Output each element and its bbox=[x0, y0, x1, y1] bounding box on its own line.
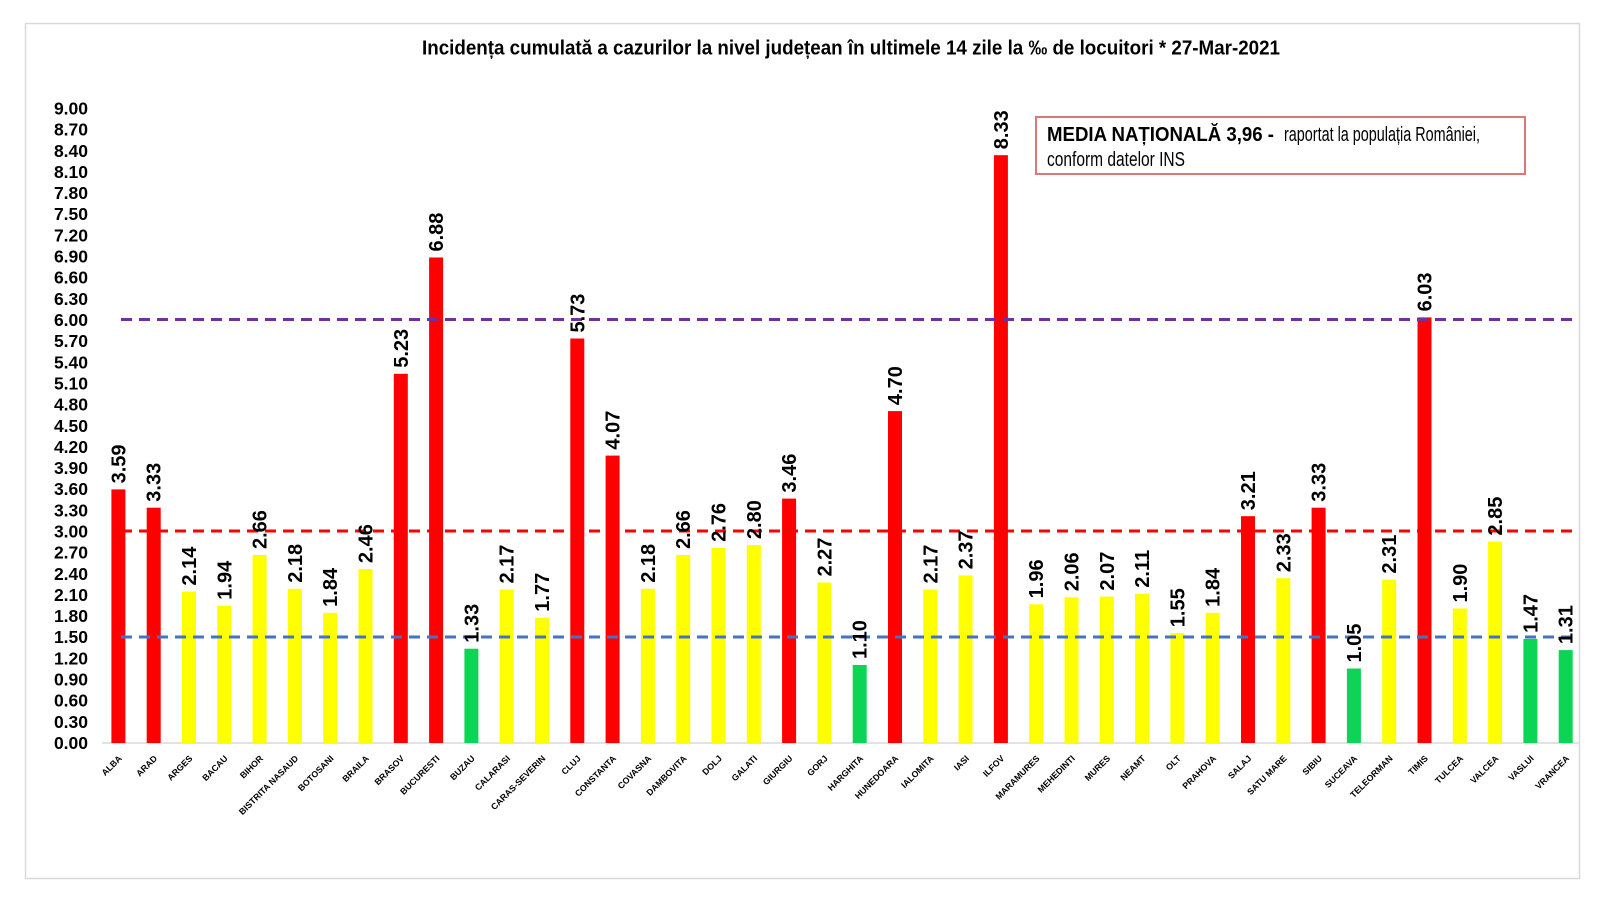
svg-text:2.31: 2.31 bbox=[1379, 535, 1401, 574]
svg-text:5.10: 5.10 bbox=[54, 374, 88, 394]
svg-text:2.18: 2.18 bbox=[285, 544, 307, 583]
svg-text:2.40: 2.40 bbox=[54, 564, 88, 584]
svg-text:7.20: 7.20 bbox=[54, 225, 88, 245]
svg-text:4.07: 4.07 bbox=[603, 411, 625, 450]
svg-text:1.90: 1.90 bbox=[1450, 564, 1472, 603]
svg-text:1.10: 1.10 bbox=[850, 620, 872, 659]
svg-text:2.17: 2.17 bbox=[497, 545, 519, 584]
svg-text:3.60: 3.60 bbox=[54, 479, 88, 499]
svg-text:1.50: 1.50 bbox=[54, 627, 88, 647]
svg-text:1.84: 1.84 bbox=[1203, 567, 1225, 607]
svg-text:7.80: 7.80 bbox=[54, 183, 88, 203]
svg-text:2.66: 2.66 bbox=[250, 510, 272, 549]
svg-text:3.46: 3.46 bbox=[779, 454, 801, 493]
svg-text:1.31: 1.31 bbox=[1556, 605, 1578, 644]
svg-text:0.30: 0.30 bbox=[54, 712, 88, 732]
svg-text:1.96: 1.96 bbox=[1026, 559, 1048, 598]
svg-text:2.10: 2.10 bbox=[54, 585, 88, 605]
svg-text:6.90: 6.90 bbox=[54, 247, 88, 267]
svg-text:1.55: 1.55 bbox=[1167, 588, 1189, 627]
svg-text:4.70: 4.70 bbox=[885, 366, 907, 405]
svg-text:3.33: 3.33 bbox=[144, 463, 166, 502]
svg-text:8.10: 8.10 bbox=[54, 162, 88, 182]
svg-text:2.76: 2.76 bbox=[709, 503, 731, 542]
svg-text:3.59: 3.59 bbox=[108, 444, 130, 483]
svg-text:9.00: 9.00 bbox=[54, 99, 88, 119]
svg-text:0.90: 0.90 bbox=[54, 670, 88, 690]
svg-text:1.47: 1.47 bbox=[1520, 594, 1542, 633]
svg-text:2.27: 2.27 bbox=[814, 538, 836, 577]
svg-text:6.88: 6.88 bbox=[426, 213, 448, 252]
svg-text:1.33: 1.33 bbox=[461, 604, 483, 643]
svg-text:2.70: 2.70 bbox=[54, 543, 88, 563]
svg-text:4.80: 4.80 bbox=[54, 395, 88, 415]
svg-text:conform datelor INS: conform datelor INS bbox=[1047, 149, 1185, 171]
svg-text:2.14: 2.14 bbox=[179, 546, 201, 586]
svg-text:1.05: 1.05 bbox=[1344, 624, 1366, 663]
svg-text:3.00: 3.00 bbox=[54, 522, 88, 542]
svg-text:8.70: 8.70 bbox=[54, 120, 88, 140]
svg-text:1.20: 1.20 bbox=[54, 648, 88, 668]
svg-text:6.00: 6.00 bbox=[54, 310, 88, 330]
svg-text:0.60: 0.60 bbox=[54, 691, 88, 711]
svg-text:6.60: 6.60 bbox=[54, 268, 88, 288]
svg-text:2.17: 2.17 bbox=[920, 545, 942, 584]
svg-text:2.66: 2.66 bbox=[673, 510, 695, 549]
svg-text:5.23: 5.23 bbox=[391, 329, 413, 368]
svg-text:5.40: 5.40 bbox=[54, 352, 88, 372]
svg-text:2.07: 2.07 bbox=[1097, 552, 1119, 591]
svg-text:6.30: 6.30 bbox=[54, 289, 88, 309]
svg-text:2.33: 2.33 bbox=[1273, 533, 1295, 572]
svg-text:2.80: 2.80 bbox=[744, 500, 766, 539]
svg-text:3.33: 3.33 bbox=[1309, 463, 1331, 502]
svg-text:2.46: 2.46 bbox=[356, 524, 378, 563]
svg-text:2.06: 2.06 bbox=[1062, 552, 1084, 591]
svg-text:5.70: 5.70 bbox=[54, 331, 88, 351]
svg-text:3.21: 3.21 bbox=[1238, 471, 1260, 510]
svg-text:4.50: 4.50 bbox=[54, 416, 88, 436]
svg-text:6.03: 6.03 bbox=[1415, 272, 1437, 311]
svg-text:1.80: 1.80 bbox=[54, 606, 88, 626]
svg-text:8.40: 8.40 bbox=[54, 141, 88, 161]
svg-text:1.84: 1.84 bbox=[320, 567, 342, 607]
svg-text:2.11: 2.11 bbox=[1132, 550, 1154, 588]
svg-text:7.50: 7.50 bbox=[54, 204, 88, 224]
svg-text:4.20: 4.20 bbox=[54, 437, 88, 457]
svg-text:MEDIA NAȚIONALĂ 3,96 -: MEDIA NAȚIONALĂ 3,96 - bbox=[1047, 123, 1274, 146]
svg-text:2.37: 2.37 bbox=[956, 530, 978, 569]
svg-text:8.33: 8.33 bbox=[991, 110, 1013, 149]
svg-text:0.00: 0.00 bbox=[54, 733, 88, 753]
svg-text:1.94: 1.94 bbox=[214, 560, 236, 600]
svg-text:Incidența cumulată a cazurilor: Incidența cumulată a cazurilor la nivel … bbox=[422, 38, 1280, 60]
svg-text:raportat la populația României: raportat la populația României, bbox=[1284, 124, 1480, 146]
svg-text:5.73: 5.73 bbox=[567, 294, 589, 333]
svg-text:3.90: 3.90 bbox=[54, 458, 88, 478]
svg-text:2.18: 2.18 bbox=[638, 544, 660, 583]
svg-text:2.85: 2.85 bbox=[1485, 497, 1507, 536]
svg-text:1.77: 1.77 bbox=[532, 573, 554, 612]
svg-text:3.30: 3.30 bbox=[54, 500, 88, 520]
